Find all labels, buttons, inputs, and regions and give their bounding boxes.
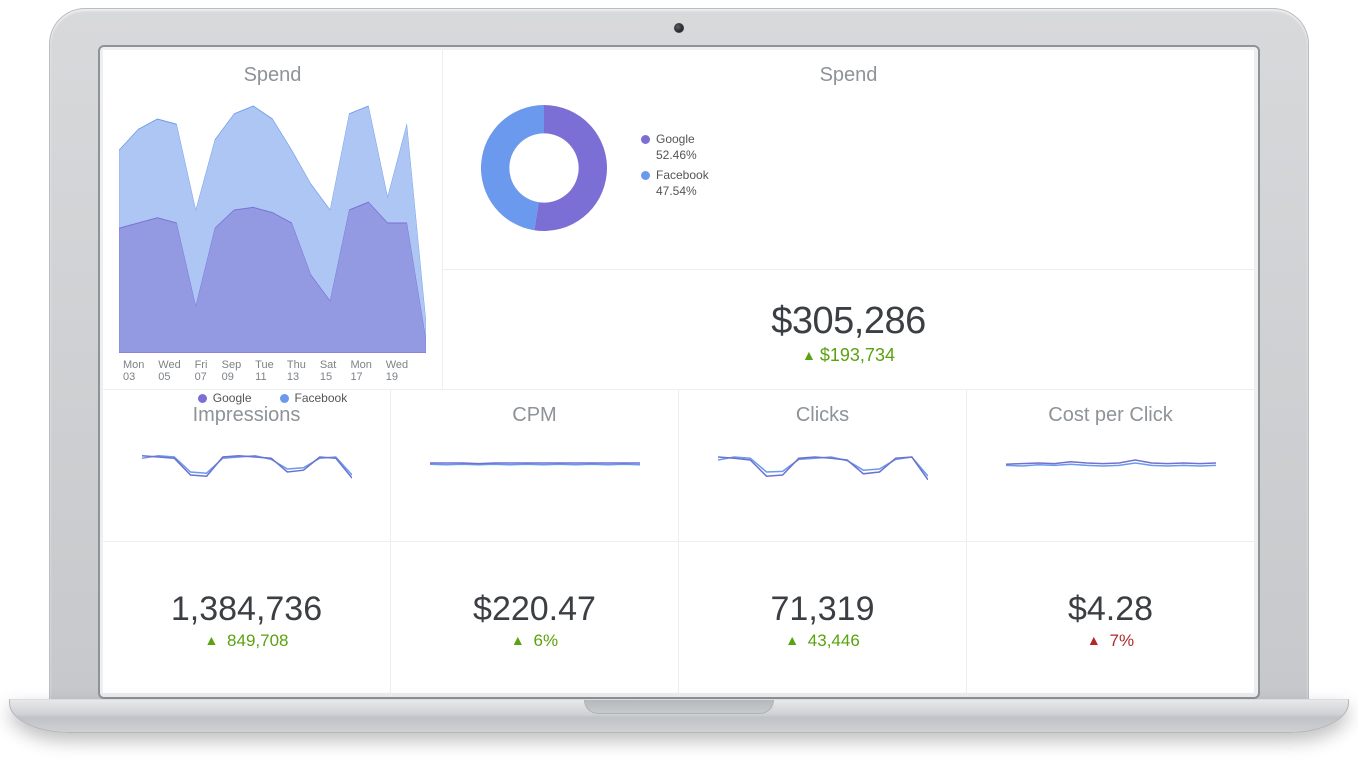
area-chart-wrap — [119, 93, 426, 353]
spark-card-clicks: Clicks — [679, 390, 967, 542]
metric-card-cpm: $220.47▲ 6% — [391, 542, 679, 694]
metric-delta-value: 6% — [529, 631, 558, 650]
metric-value: $4.28 — [1068, 590, 1153, 629]
legend-google-label: Google — [656, 132, 695, 146]
spark-card-cost-per-click: Cost per Click — [967, 390, 1255, 542]
xaxis-label: Sep 09 — [222, 359, 256, 383]
camera-dot — [674, 23, 684, 33]
spend-total-value: $305,286 — [459, 300, 1238, 343]
legend-dot-google — [641, 135, 650, 144]
xaxis-label: Mon 03 — [123, 359, 158, 383]
area-chart — [119, 93, 426, 353]
metric-delta-value: 849,708 — [222, 631, 288, 650]
donut-chart — [469, 93, 619, 243]
legend-facebook-pct: 47.54% — [656, 184, 709, 198]
spark-title: Clicks — [695, 404, 950, 427]
laptop-frame: Spend Google 52.46% — [49, 8, 1309, 733]
sparkline-chart — [718, 433, 928, 493]
xaxis-label: Wed 05 — [158, 359, 194, 383]
metric-delta: ▲ 6% — [511, 631, 558, 651]
spend-area-title: Spend — [119, 64, 426, 87]
metric-delta: ▲ 7% — [1087, 631, 1134, 651]
metric-card-cost-per-click: $4.28▲ 7% — [967, 542, 1255, 694]
laptop-base — [9, 699, 1349, 733]
spend-donut-title: Spend — [459, 64, 1238, 87]
sparkline-chart — [430, 433, 640, 493]
spend-total-delta: ▲$193,734 — [459, 345, 1238, 366]
spark-title: Impressions — [119, 404, 374, 427]
xaxis-label: Mon 17 — [350, 359, 385, 383]
spend-total-card: $305,286 ▲$193,734 — [443, 270, 1255, 390]
metric-card-impressions: 1,384,736▲ 849,708 — [103, 542, 391, 694]
spend-total-delta-value: $193,734 — [820, 345, 895, 365]
spend-total: $305,286 ▲$193,734 — [459, 284, 1238, 381]
metric-value: $220.47 — [473, 590, 596, 629]
legend-google: Google — [641, 132, 709, 146]
laptop-notch — [584, 700, 774, 714]
metric-delta: ▲ 849,708 — [204, 631, 288, 651]
legend-facebook: Facebook — [641, 168, 709, 182]
spend-donut-card: Spend Google 52.46% — [443, 50, 1255, 270]
legend-facebook-label: Facebook — [656, 168, 709, 182]
xaxis-label: Tue 11 — [255, 359, 287, 383]
metric-delta-value: 7% — [1105, 631, 1134, 650]
laptop-lid: Spend Google 52.46% — [49, 8, 1309, 699]
triangle-up-icon: ▲ — [511, 632, 525, 648]
metrics-grid: Impressions CPM Clicks Cost per Click 1,384,… — [103, 390, 1255, 694]
metric-value: 1,384,736 — [171, 590, 322, 629]
xaxis-label: Thu 13 — [287, 359, 320, 383]
spark-title: Cost per Click — [983, 404, 1238, 427]
xaxis-label: Wed 19 — [386, 359, 422, 383]
dashboard-screen: Spend Google 52.46% — [103, 50, 1255, 694]
area-xaxis: Mon 03Wed 05Fri 07Sep 09Tue 11Thu 13Sat … — [119, 353, 426, 385]
sparkline-chart — [1006, 433, 1216, 493]
legend-dot-facebook — [641, 171, 650, 180]
dashboard-grid: Spend Google 52.46% — [103, 50, 1255, 694]
metric-delta: ▲ 43,446 — [785, 631, 860, 651]
triangle-down-icon: ▲ — [1087, 632, 1101, 648]
sparkline-chart — [142, 433, 352, 493]
legend-google-pct: 52.46% — [656, 148, 709, 162]
spend-area-card: Spend Mon 03Wed 05Fri 07Sep 09Tue 11Thu … — [103, 50, 443, 390]
xaxis-label: Sat 15 — [320, 359, 351, 383]
triangle-up-icon: ▲ — [204, 632, 218, 648]
xaxis-label: Fri 07 — [195, 359, 222, 383]
screen-bezel: Spend Google 52.46% — [98, 45, 1260, 699]
metric-value: 71,319 — [771, 590, 875, 629]
spark-title: CPM — [407, 404, 662, 427]
spark-card-cpm: CPM — [391, 390, 679, 542]
donut-legend: Google 52.46% Facebook 47.54% — [641, 132, 709, 204]
triangle-up-icon: ▲ — [785, 632, 799, 648]
donut-wrap: Google 52.46% Facebook 47.54% — [459, 93, 1238, 243]
metric-delta-value: 43,446 — [803, 631, 860, 650]
metric-card-clicks: 71,319▲ 43,446 — [679, 542, 967, 694]
spark-card-impressions: Impressions — [103, 390, 391, 542]
triangle-up-icon: ▲ — [802, 347, 816, 363]
